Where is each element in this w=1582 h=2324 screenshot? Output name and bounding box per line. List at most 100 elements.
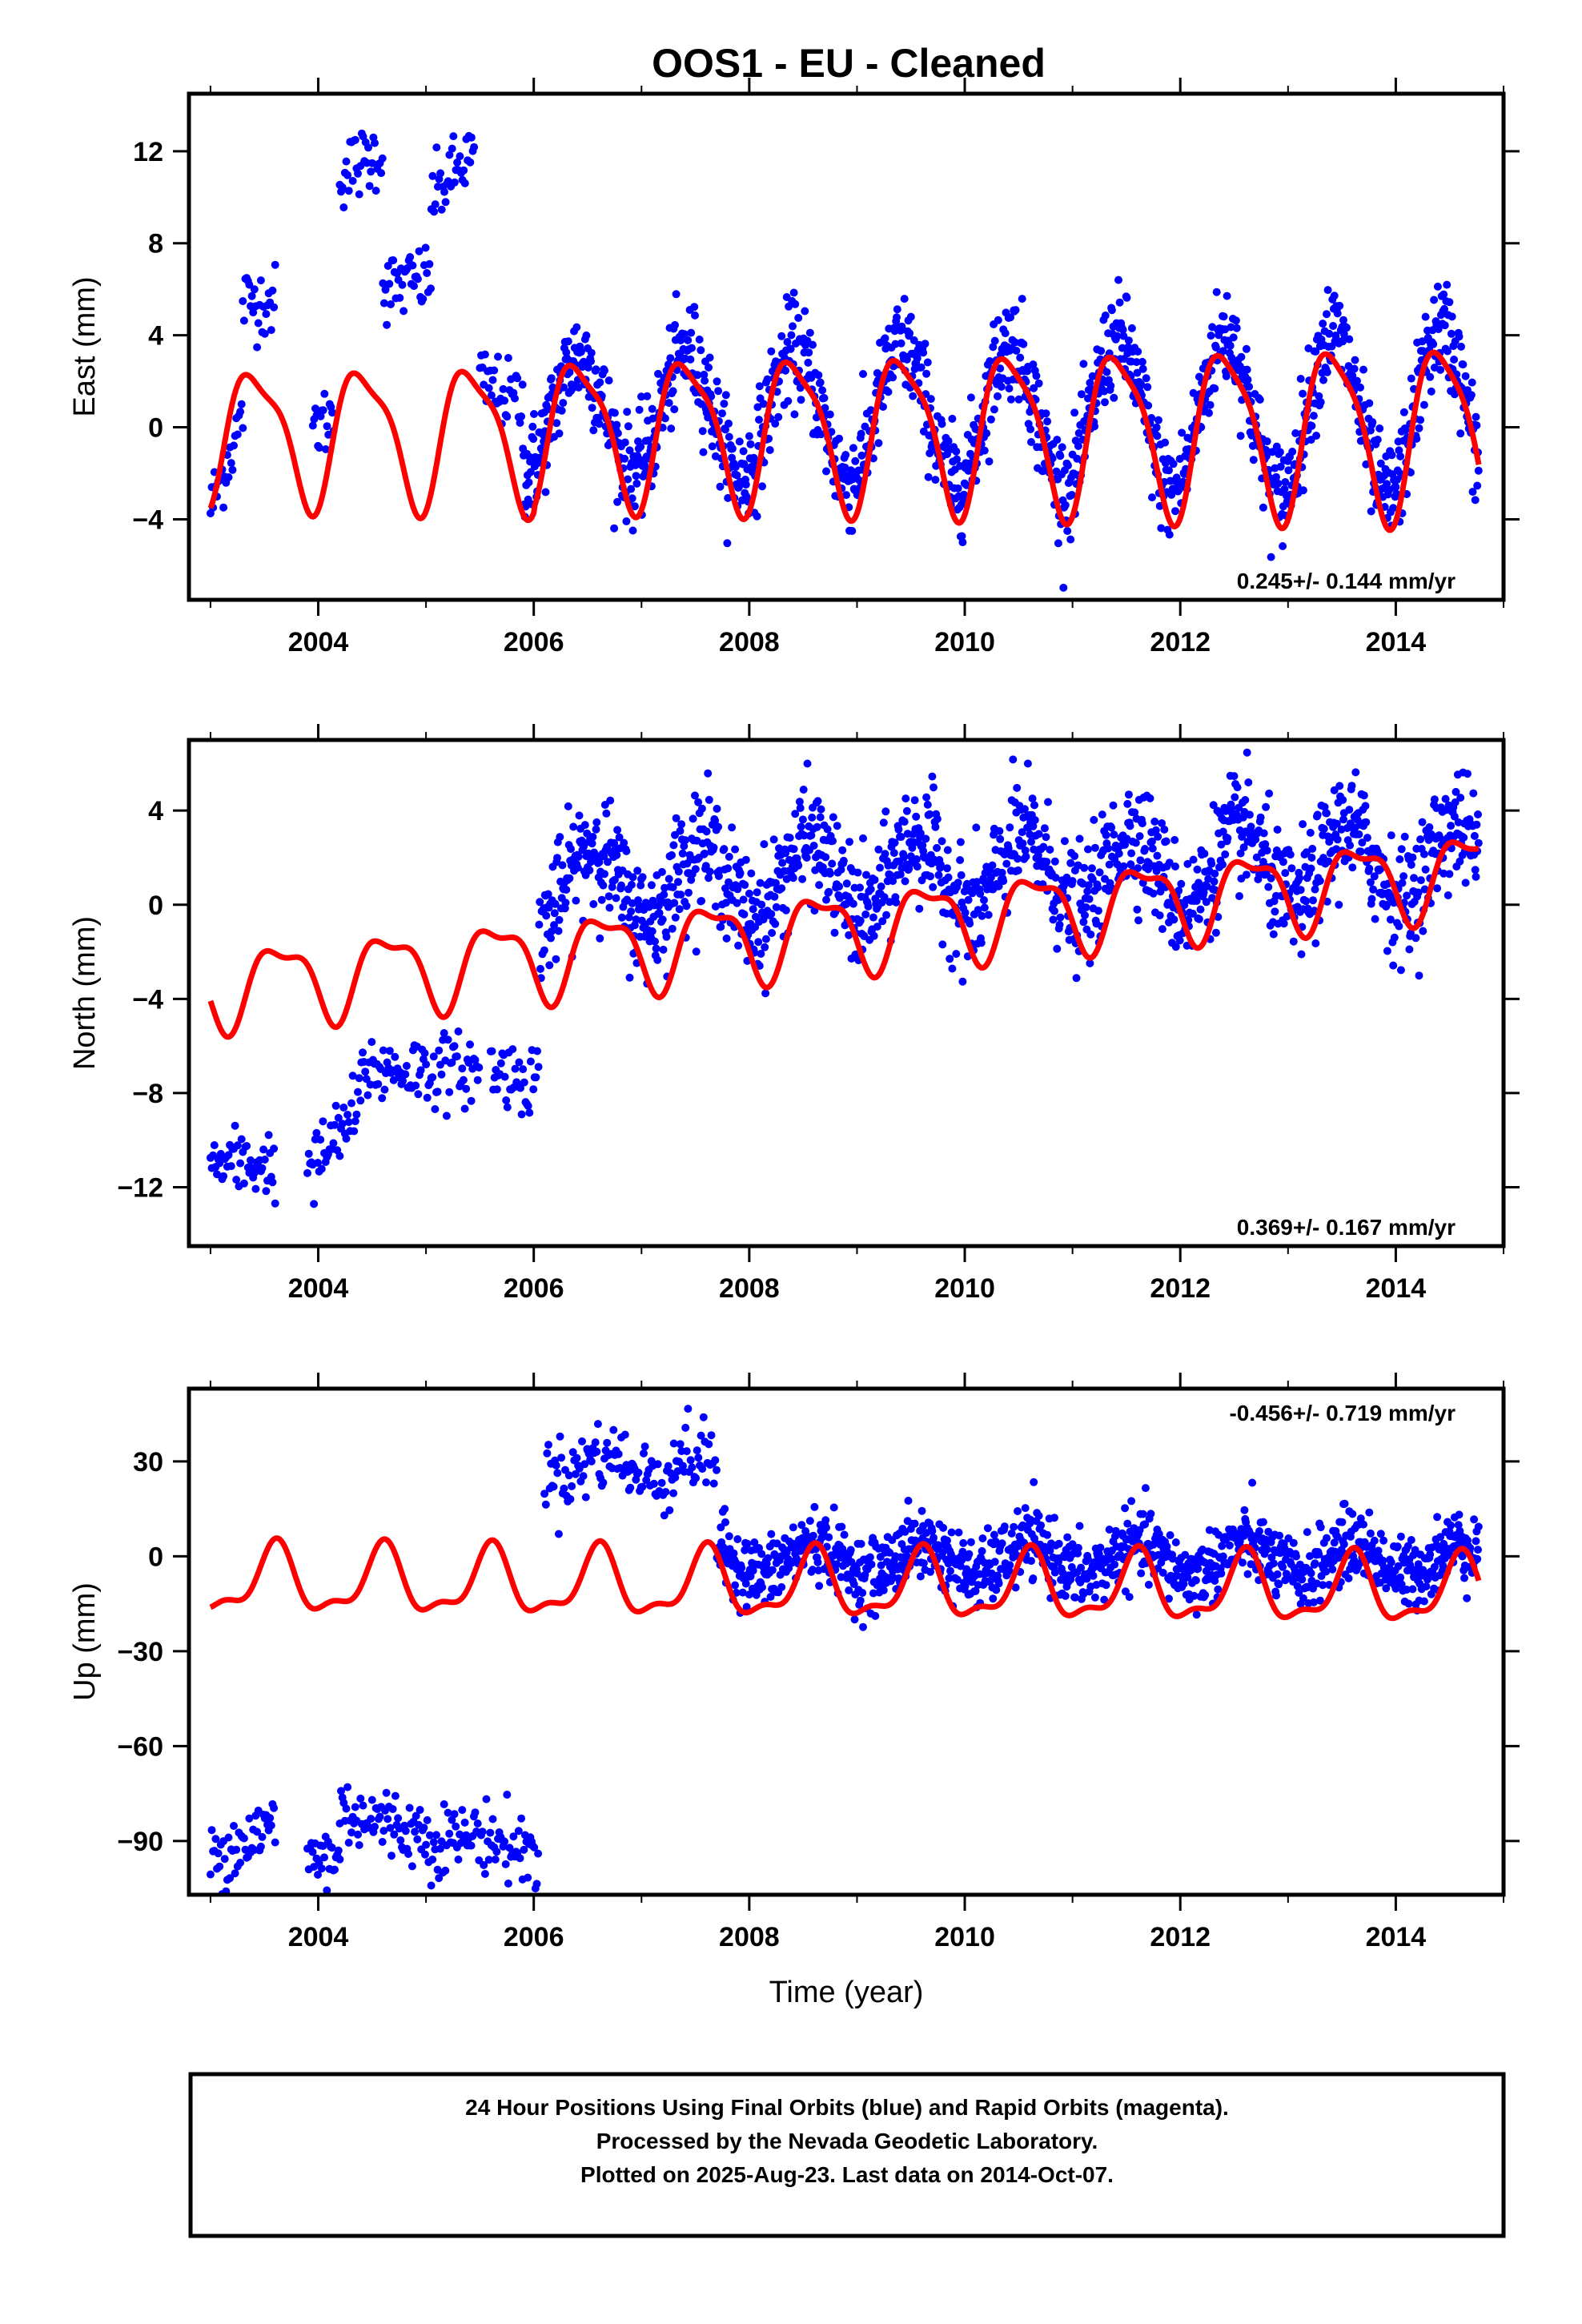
observed-point bbox=[741, 855, 750, 864]
observed-point bbox=[467, 133, 476, 142]
observed-point bbox=[614, 1449, 623, 1458]
observed-point bbox=[991, 1537, 1000, 1546]
observed-point bbox=[1416, 416, 1425, 424]
observed-point bbox=[609, 1425, 618, 1434]
observed-point bbox=[1323, 310, 1331, 319]
observed-point bbox=[681, 330, 689, 339]
observed-point bbox=[623, 408, 632, 416]
observed-point bbox=[475, 1063, 484, 1072]
observed-point bbox=[1296, 375, 1305, 383]
observed-point bbox=[541, 488, 550, 497]
observed-point bbox=[1269, 930, 1278, 939]
observed-point bbox=[1026, 425, 1035, 433]
observed-point bbox=[347, 1828, 355, 1837]
observed-point bbox=[1292, 1552, 1300, 1561]
observed-point bbox=[233, 1141, 242, 1150]
observed-point bbox=[850, 1615, 859, 1624]
observed-point bbox=[670, 899, 679, 907]
observed-point bbox=[1018, 839, 1027, 848]
observed-point bbox=[1243, 748, 1251, 757]
observed-point bbox=[682, 902, 691, 911]
observed-point bbox=[648, 404, 656, 413]
observed-point bbox=[978, 1534, 987, 1542]
observed-point bbox=[1021, 846, 1030, 854]
observed-point bbox=[813, 1558, 822, 1566]
observed-point bbox=[1177, 879, 1186, 888]
observed-point bbox=[575, 811, 584, 820]
observed-point bbox=[351, 1803, 359, 1811]
observed-point bbox=[953, 1575, 962, 1584]
observed-point bbox=[817, 805, 825, 814]
observed-point bbox=[256, 1842, 265, 1851]
observed-point bbox=[1034, 379, 1043, 388]
observed-point bbox=[541, 1500, 550, 1509]
observed-point bbox=[456, 1830, 464, 1839]
observed-point bbox=[1181, 1550, 1190, 1559]
observed-point bbox=[337, 1787, 345, 1795]
observed-point bbox=[620, 838, 628, 847]
observed-point bbox=[319, 1117, 327, 1126]
observed-point bbox=[711, 903, 720, 911]
observed-point bbox=[224, 1833, 233, 1842]
observed-point bbox=[856, 1596, 865, 1605]
observed-point bbox=[1471, 866, 1480, 875]
observed-point bbox=[1014, 395, 1023, 404]
observed-point bbox=[1121, 1504, 1130, 1513]
observed-point bbox=[253, 1827, 262, 1836]
observed-point bbox=[528, 422, 537, 431]
observed-point bbox=[1398, 879, 1407, 887]
observed-point bbox=[795, 798, 804, 806]
observed-point bbox=[399, 1076, 407, 1085]
observed-point bbox=[1079, 360, 1088, 368]
observed-point bbox=[1006, 313, 1015, 322]
observed-point bbox=[702, 1478, 710, 1487]
observed-point bbox=[1386, 915, 1395, 924]
observed-point bbox=[352, 1110, 361, 1119]
observed-point bbox=[1298, 1575, 1307, 1584]
observed-point bbox=[813, 822, 821, 831]
observed-point bbox=[437, 1070, 446, 1079]
observed-point bbox=[789, 1523, 797, 1532]
observed-point bbox=[239, 1834, 248, 1843]
observed-point bbox=[1056, 452, 1065, 460]
observed-point bbox=[543, 1449, 552, 1458]
observed-point bbox=[1236, 849, 1245, 858]
observed-point bbox=[378, 1838, 387, 1846]
observed-point bbox=[460, 1104, 469, 1113]
observed-point bbox=[501, 1860, 510, 1868]
observed-point bbox=[480, 1870, 489, 1878]
observed-point bbox=[882, 911, 891, 919]
observed-point bbox=[400, 307, 408, 316]
observed-point bbox=[777, 332, 786, 340]
observed-point bbox=[791, 300, 800, 308]
observed-point bbox=[1255, 396, 1264, 404]
observed-point bbox=[1136, 856, 1145, 865]
north-ylabel: North (mm) bbox=[68, 916, 102, 1070]
observed-point bbox=[466, 1040, 474, 1049]
observed-point bbox=[761, 943, 769, 951]
observed-point bbox=[420, 1049, 429, 1058]
observed-point bbox=[351, 1117, 359, 1126]
observed-point bbox=[958, 977, 967, 986]
observed-point bbox=[1242, 870, 1251, 879]
observed-point bbox=[904, 1497, 913, 1505]
observed-point bbox=[1018, 828, 1026, 837]
observed-point bbox=[1030, 816, 1039, 824]
observed-point bbox=[846, 1546, 855, 1554]
observed-point bbox=[206, 1870, 215, 1879]
observed-point bbox=[796, 804, 805, 812]
observed-point bbox=[966, 393, 975, 402]
observed-point bbox=[842, 879, 851, 888]
observed-point bbox=[516, 419, 524, 427]
observed-point bbox=[938, 940, 947, 949]
observed-point bbox=[1032, 372, 1041, 380]
observed-point bbox=[587, 348, 596, 357]
observed-point bbox=[892, 898, 901, 907]
observed-point bbox=[1411, 934, 1420, 943]
observed-point bbox=[1021, 1504, 1030, 1513]
observed-point bbox=[1029, 360, 1038, 369]
observed-point bbox=[1474, 838, 1483, 847]
observed-point bbox=[431, 1105, 440, 1113]
observed-point bbox=[233, 430, 242, 439]
observed-point bbox=[1194, 1564, 1203, 1573]
